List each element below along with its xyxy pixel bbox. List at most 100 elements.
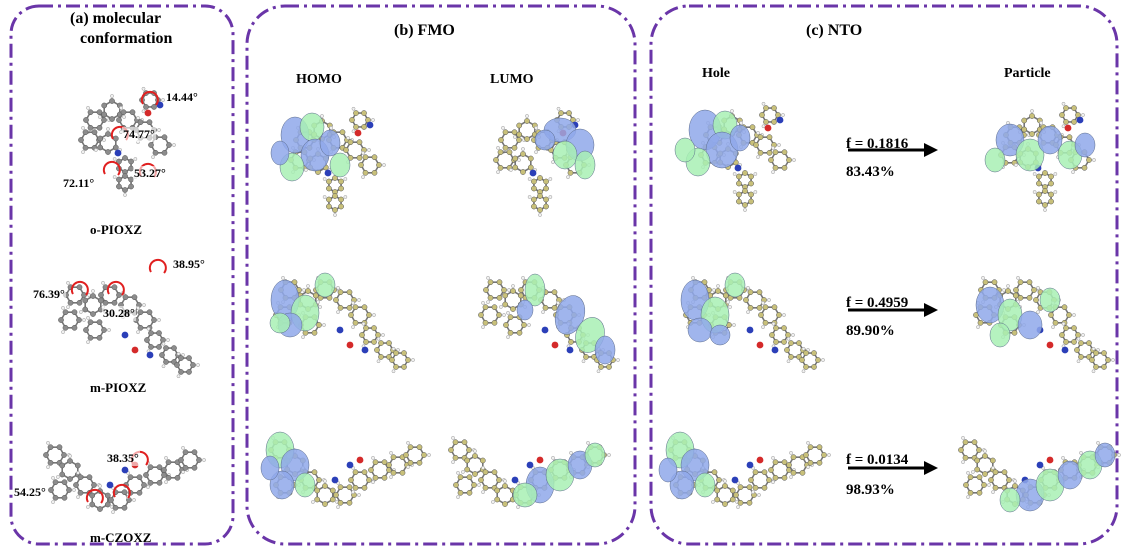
orbital-lobe [999,487,1021,513]
hydrogen-atom [161,364,166,369]
atom [393,364,399,370]
atom [1063,119,1069,125]
hydrogen-atom [119,106,123,110]
atom [466,447,472,453]
atom [386,340,392,346]
atom [372,459,379,466]
hole-column-header: Hole [702,66,730,81]
oxygen-atom [1064,124,1072,132]
atom [89,501,96,508]
atom [346,289,353,296]
hydrogen-atom [1071,170,1075,174]
atom [67,458,73,464]
atom [156,330,162,336]
atom [457,474,464,481]
atom [551,304,558,311]
atom [737,484,744,491]
atom [131,294,138,301]
atom [752,484,759,491]
atom [512,155,519,162]
atom [97,506,103,512]
hydrogen-atom [136,330,140,334]
hydrogen-atom [389,475,393,479]
atom [531,196,537,203]
hydrogen-atom [782,313,786,317]
hydrogen-atom [976,325,980,329]
atom [963,482,969,488]
atom [1033,297,1039,303]
angle-label: 54.25° [13,485,47,500]
atom [1075,332,1081,338]
atom [390,469,397,476]
orbital-lobe [1094,442,1116,468]
rotation-arrow [112,483,131,499]
atom [105,149,111,155]
hydrogen-atom [322,195,327,199]
atom [122,155,128,161]
orbital-lobe [594,335,616,365]
hydrogen-atom [827,453,831,457]
atom [104,492,111,499]
atom [502,483,508,489]
atom [1006,477,1012,483]
atom [736,173,742,180]
hydrogen-atom [361,151,365,155]
atom [352,319,359,326]
atom [531,185,537,192]
atom [974,466,981,473]
hydrogen-atom [406,441,410,445]
atom [47,444,54,451]
oxygen-atom [764,124,772,132]
atom [76,284,83,291]
atom [512,164,519,171]
atom [737,499,744,506]
atom [768,157,774,163]
oxygen-atom [756,456,764,464]
atom [128,183,134,190]
atom [491,469,498,476]
atom [62,324,69,331]
oxygen-atom [1046,341,1054,349]
hydrogen-atom [329,126,333,130]
hydrogen-atom [1091,346,1096,351]
atom [733,492,739,498]
atom [77,489,84,496]
atom [143,104,149,110]
atom [962,454,969,461]
hydrogen-atom [971,470,975,474]
hydrogen-atom [166,338,170,342]
atom [510,306,516,312]
atom [747,289,754,296]
atom [466,474,473,481]
atom [127,474,134,481]
orbital-lobe [674,137,696,163]
angle-label: 38.35° [106,451,140,466]
atom [116,292,122,298]
hydrogen-atom [732,323,736,327]
panel-a-title-line1: (a) molecular [70,10,162,27]
atom [97,144,104,151]
atom [521,322,527,328]
hydrogen-atom [76,471,80,475]
atom [1078,340,1084,346]
hydrogen-atom [743,208,747,212]
atom [781,164,788,171]
atom [111,284,118,291]
atom [974,457,981,464]
hydrogen-atom [1014,163,1018,167]
hydrogen-atom [789,451,793,455]
atom [507,329,514,336]
hydrogen-atom [481,490,485,494]
atom [542,304,549,311]
atom [161,467,167,473]
atom [122,294,129,301]
hydrogen-atom [502,313,506,317]
nitrogen-atom [1036,461,1044,469]
atom [361,110,367,116]
oxygen-atom [551,341,559,349]
hydrogen-atom [527,323,531,327]
hydrogen-atom [961,436,965,440]
atom [326,203,332,210]
atom [48,487,54,493]
